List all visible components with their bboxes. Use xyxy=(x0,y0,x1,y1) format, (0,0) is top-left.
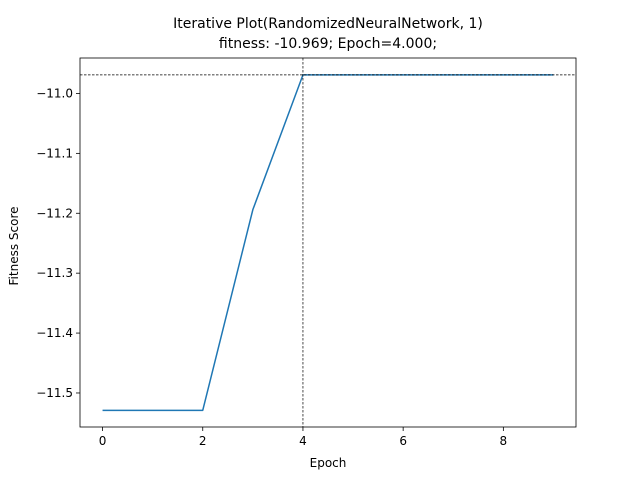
chart-title: Iterative Plot(RandomizedNeuralNetwork, … xyxy=(173,16,483,32)
y-tick-label: −11.0 xyxy=(36,86,73,100)
y-axis-label: Fitness Score xyxy=(7,207,21,286)
chart-subtitle: fitness: -10.969; Epoch=4.000; xyxy=(219,36,437,52)
x-tick-label: 8 xyxy=(500,434,508,448)
x-tick-label: 4 xyxy=(299,434,307,448)
axes-frame xyxy=(79,57,577,428)
x-tick-label: 6 xyxy=(399,434,407,448)
y-tick-label: −11.1 xyxy=(36,146,73,160)
x-tick-label: 2 xyxy=(199,434,207,448)
plot-area: 0 2 4 6 8 −11.5 −11.4 −11.3 −11.2 −11.1 −11.0 xyxy=(36,57,577,448)
x-axis-label: Epoch xyxy=(310,456,347,470)
y-tick-label: −11.4 xyxy=(36,326,73,340)
y-tick-label: −11.5 xyxy=(36,386,73,400)
y-tick-label: −11.3 xyxy=(36,266,73,280)
x-tick-label: 0 xyxy=(99,434,107,448)
y-tick-label: −11.2 xyxy=(36,206,73,220)
